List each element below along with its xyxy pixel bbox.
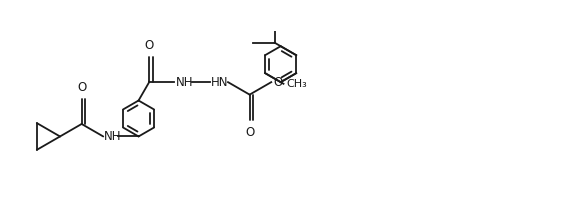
- Text: O: O: [77, 81, 86, 94]
- Text: HN: HN: [211, 76, 229, 89]
- Text: O: O: [144, 39, 154, 52]
- Text: NH: NH: [176, 76, 193, 89]
- Text: O: O: [245, 126, 254, 139]
- Text: CH₃: CH₃: [286, 79, 307, 89]
- Text: O: O: [273, 76, 282, 89]
- Text: NH: NH: [104, 130, 122, 143]
